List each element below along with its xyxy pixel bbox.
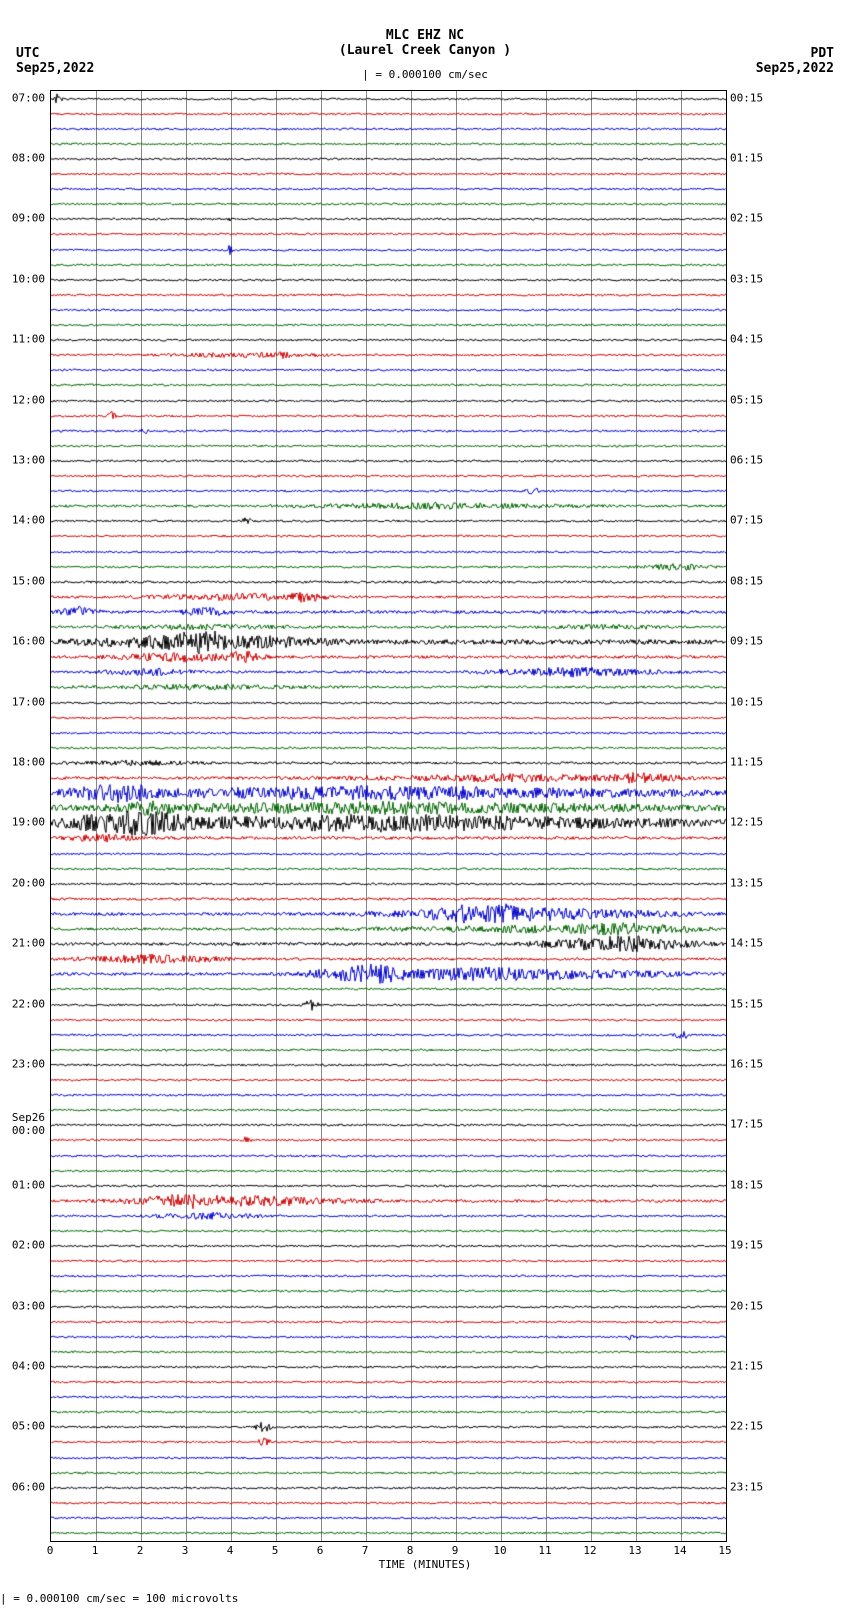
local-time-label: 08:15 <box>730 574 763 587</box>
xaxis-tick-label: 7 <box>362 1544 369 1557</box>
utc-time-label: 19:00 <box>12 816 45 829</box>
local-time-label: 23:15 <box>730 1480 763 1493</box>
utc-time-label: 18:00 <box>12 755 45 768</box>
utc-time-label: 03:00 <box>12 1299 45 1312</box>
station-id: MLC EHZ NC <box>0 28 850 43</box>
local-time-label: 17:15 <box>730 1118 763 1131</box>
utc-time-label: 23:00 <box>12 1057 45 1070</box>
left-timezone-block: UTC Sep25,2022 <box>16 46 94 76</box>
utc-time-label: 02:00 <box>12 1239 45 1252</box>
utc-time-label: 08:00 <box>12 151 45 164</box>
location-name: (Laurel Creek Canyon ) <box>0 43 850 58</box>
utc-time-label: 04:00 <box>12 1359 45 1372</box>
local-time-label: 12:15 <box>730 816 763 829</box>
local-time-label: 14:15 <box>730 937 763 950</box>
local-time-label: 20:15 <box>730 1299 763 1312</box>
local-time-label: 00:15 <box>730 91 763 104</box>
utc-time-label: 22:00 <box>12 997 45 1010</box>
utc-time-label: 06:00 <box>12 1480 45 1493</box>
utc-time-label: 07:00 <box>12 91 45 104</box>
utc-time-label: 15:00 <box>12 574 45 587</box>
chart-title: MLC EHZ NC (Laurel Creek Canyon ) <box>0 28 850 58</box>
left-date: Sep25,2022 <box>16 61 94 76</box>
xaxis-tick-label: 8 <box>407 1544 414 1557</box>
utc-time-label: 17:00 <box>12 695 45 708</box>
xaxis-tick-label: 12 <box>583 1544 596 1557</box>
utc-time-label: 09:00 <box>12 212 45 225</box>
footer-scale: | = 0.000100 cm/sec = 100 microvolts <box>0 1592 238 1605</box>
xaxis-tick-label: 1 <box>92 1544 99 1557</box>
utc-time-label: 05:00 <box>12 1420 45 1433</box>
utc-time-label: 11:00 <box>12 333 45 346</box>
xaxis-tick-label: 0 <box>47 1544 54 1557</box>
local-time-label: 19:15 <box>730 1239 763 1252</box>
xaxis-tick-label: 5 <box>272 1544 279 1557</box>
scale-indicator: | = 0.000100 cm/sec <box>0 68 850 81</box>
local-time-label: 03:15 <box>730 272 763 285</box>
xaxis-tick-label: 14 <box>673 1544 686 1557</box>
xaxis-tick-label: 9 <box>452 1544 459 1557</box>
right-date: Sep25,2022 <box>756 61 834 76</box>
utc-time-label: 14:00 <box>12 514 45 527</box>
local-time-label: 16:15 <box>730 1057 763 1070</box>
seismic-trace <box>51 1518 726 1548</box>
utc-time-label: 01:00 <box>12 1178 45 1191</box>
utc-time-label: 10:00 <box>12 272 45 285</box>
xaxis-tick-label: 2 <box>137 1544 144 1557</box>
local-time-label: 02:15 <box>730 212 763 225</box>
utc-time-label: 12:00 <box>12 393 45 406</box>
local-time-label: 21:15 <box>730 1359 763 1372</box>
xaxis-tick-label: 10 <box>493 1544 506 1557</box>
local-time-label: 13:15 <box>730 876 763 889</box>
local-time-label: 07:15 <box>730 514 763 527</box>
utc-time-label: 13:00 <box>12 453 45 466</box>
local-time-label: 18:15 <box>730 1178 763 1191</box>
local-time-label: 11:15 <box>730 755 763 768</box>
seismogram-container: MLC EHZ NC (Laurel Creek Canyon ) | = 0.… <box>0 0 850 1613</box>
right-timezone-block: PDT Sep25,2022 <box>756 46 834 76</box>
utc-time-label: Sep2600:00 <box>12 1111 45 1137</box>
seismogram-plot <box>50 90 727 1542</box>
local-time-label: 01:15 <box>730 151 763 164</box>
xaxis-tick-label: 3 <box>182 1544 189 1557</box>
utc-time-label: 21:00 <box>12 937 45 950</box>
xaxis-tick-label: 15 <box>718 1544 731 1557</box>
xaxis-tick-label: 11 <box>538 1544 551 1557</box>
local-time-label: 22:15 <box>730 1420 763 1433</box>
xaxis-tick-label: 4 <box>227 1544 234 1557</box>
xaxis-title: TIME (MINUTES) <box>0 1558 850 1571</box>
xaxis-tick-label: 13 <box>628 1544 641 1557</box>
local-time-label: 06:15 <box>730 453 763 466</box>
utc-time-label: 16:00 <box>12 635 45 648</box>
local-time-label: 09:15 <box>730 635 763 648</box>
local-time-label: 04:15 <box>730 333 763 346</box>
right-tz: PDT <box>756 46 834 61</box>
xaxis-tick-label: 6 <box>317 1544 324 1557</box>
left-tz: UTC <box>16 46 94 61</box>
local-time-label: 15:15 <box>730 997 763 1010</box>
local-time-label: 10:15 <box>730 695 763 708</box>
utc-time-label: 20:00 <box>12 876 45 889</box>
local-time-label: 05:15 <box>730 393 763 406</box>
